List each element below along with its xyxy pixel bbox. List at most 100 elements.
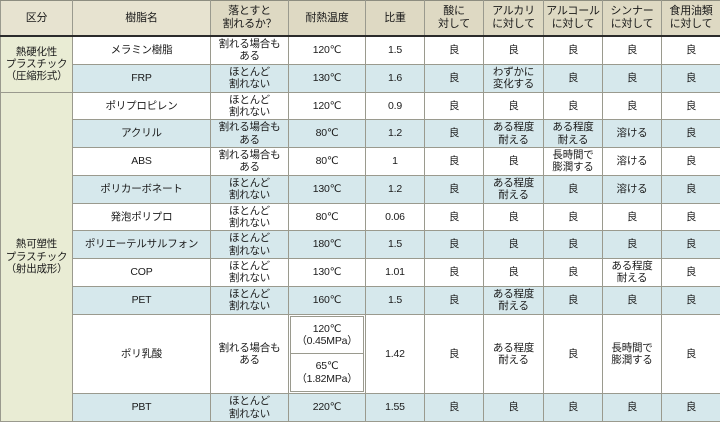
- header-heat-label: 耐熱温度: [305, 11, 349, 24]
- thinner-text: 良: [626, 44, 638, 57]
- table-row: 熱可塑性 プラスチック （射出成形） ポリプロピレン ほとんど 割れない 120℃…: [0, 91, 720, 422]
- acid-text: 良: [448, 347, 460, 360]
- alkali-text: 良: [508, 155, 519, 168]
- cell-thinner: 良: [602, 202, 662, 232]
- cell-alcohol: 良: [543, 285, 603, 315]
- cell-thinner: ある程度 耐える: [602, 258, 662, 287]
- drop-line1: ほとんど: [229, 93, 270, 106]
- oil-text: 良: [685, 44, 697, 57]
- heat-text: 130℃: [312, 266, 342, 279]
- drop-line2: 割れない: [228, 105, 271, 118]
- header-alkali-line1: アルカリ: [492, 5, 535, 18]
- cell-thinner: 溶ける: [602, 174, 662, 204]
- cell-thinner: 溶ける: [602, 119, 662, 148]
- table-row: COP ほとんど 割れない 130℃ 1.01 良 良 良 ある程度 耐える 良: [1, 258, 720, 287]
- cell-alcohol: 良: [543, 202, 603, 232]
- thinner-text: 良: [626, 401, 638, 414]
- alkali-text: 良: [508, 99, 519, 112]
- cell-acid: 良: [424, 35, 484, 65]
- cell-oil: 良: [661, 174, 720, 204]
- header-row: 区分 樹脂名 落とすと 割れるか？ 耐熱温度 比重 酸に 対して アルカリ に対…: [0, 0, 720, 37]
- thinner-line1: ある程度: [611, 260, 653, 272]
- cell-alkali: 良: [483, 202, 544, 232]
- cell-heat: 120℃: [288, 35, 366, 65]
- header-category-label: 区分: [25, 11, 48, 24]
- alkali-line1: わずかに: [492, 65, 535, 78]
- oil-text: 良: [685, 347, 697, 360]
- alkali-line1: ある程度: [492, 176, 535, 189]
- table-row: ポリエーテルサルフォン ほとんど 割れない 180℃ 1.5 良 良 良 良 良: [1, 230, 720, 259]
- cell-acid: 良: [424, 174, 484, 204]
- resin-name-text: ポリエーテルサルフォン: [84, 238, 199, 251]
- alkali-text: 良: [508, 266, 519, 279]
- gravity-text: 1.2: [388, 182, 402, 195]
- header-thinner-line2: に対して: [610, 18, 654, 30]
- cell-heat: 80℃: [288, 202, 366, 232]
- alcohol-text: 良: [567, 44, 579, 57]
- oil-text: 良: [685, 71, 697, 84]
- cell-alkali: 良: [483, 258, 544, 287]
- alkali-line1: ある程度: [492, 287, 535, 300]
- cell-acid: 良: [424, 119, 484, 148]
- acid-text: 良: [448, 238, 460, 251]
- cell-oil: 良: [661, 91, 720, 121]
- alcohol-text: 良: [567, 266, 579, 279]
- cell-drop-breakage: 割れる場合も ある: [210, 313, 289, 395]
- heat-split-table: 120℃ （0.45MPa） 65℃ （1.82MPa）: [290, 315, 364, 393]
- category-line3: （圧縮形式）: [5, 70, 68, 83]
- resin-name-text: アクリル: [121, 127, 162, 140]
- alcohol-text: 良: [567, 347, 579, 360]
- table-body: 熱硬化性 プラスチック （圧縮形式） メラミン樹脂 割れる場合も ある 120℃ …: [0, 35, 720, 422]
- drop-line1: ほとんど: [229, 232, 270, 245]
- category-line1: 熱硬化性: [15, 45, 58, 58]
- heat-text: 220℃: [312, 401, 342, 414]
- oil-text: 良: [685, 238, 697, 251]
- cell-gravity: 1.5: [365, 230, 425, 259]
- cell-resin-name: ポリエーテルサルフォン: [72, 230, 211, 259]
- gravity-text: 1.2: [388, 127, 402, 140]
- alkali-text: 良: [508, 44, 519, 57]
- drop-line1: ほとんど: [229, 395, 270, 408]
- heat-text: 120℃: [312, 99, 342, 112]
- cell-alkali: 良: [483, 230, 544, 259]
- cell-alkali: わずかに 変化する: [483, 63, 544, 93]
- header-thinner-line1: シンナー: [610, 5, 654, 18]
- drop-line2: 割れない: [228, 78, 271, 91]
- alkali-line1: ある程度: [492, 341, 535, 354]
- cell-resin-name: ABS: [72, 147, 211, 176]
- gravity-text: 1.42: [385, 347, 405, 360]
- category-line1: 熱可塑性: [15, 238, 58, 251]
- cell-heat: 120℃: [288, 91, 366, 121]
- cell-gravity: 1: [365, 147, 425, 176]
- cell-thinner: 良: [602, 393, 662, 422]
- gravity-text: 1.01: [385, 266, 405, 279]
- table-row: PET ほとんど 割れない 160℃ 1.5 良 ある程度 耐える 良 良 良: [1, 285, 720, 315]
- cell-alcohol: 長時間で 膨潤する: [543, 147, 603, 176]
- cell-thinner: 良: [602, 285, 662, 315]
- header-heat-resistance: 耐熱温度: [288, 0, 366, 37]
- heat-text: 130℃: [312, 182, 342, 195]
- thinner-line2: 膨潤する: [611, 353, 653, 366]
- thinner-line2: 耐える: [616, 272, 648, 285]
- oil-text: 良: [685, 182, 697, 195]
- cell-resin-name: ポリプロピレン: [72, 91, 211, 121]
- header-resin-name-label: 樹脂名: [125, 11, 158, 24]
- cell-heat: 220℃: [288, 393, 366, 422]
- cell-drop-breakage: ほとんど 割れない: [210, 202, 289, 232]
- resin-name-text: ABS: [131, 155, 152, 168]
- cell-oil: 良: [661, 202, 720, 232]
- gravity-text: 0.9: [388, 99, 402, 112]
- alkali-line1: ある程度: [492, 121, 535, 134]
- thinner-line1: 長時間で: [611, 341, 653, 354]
- drop-line1: ほとんど: [229, 176, 270, 189]
- drop-line1: 割れる場合も: [218, 38, 281, 50]
- cell-resin-name: COP: [72, 258, 211, 287]
- cell-heat: 80℃: [288, 119, 366, 148]
- oil-text: 良: [685, 266, 697, 279]
- cell-drop-breakage: ほとんど 割れない: [210, 285, 289, 315]
- cell-acid: 良: [424, 91, 484, 121]
- cell-alcohol: 良: [543, 258, 603, 287]
- cell-oil: 良: [661, 147, 720, 176]
- drop-line1: ほとんど: [229, 260, 270, 272]
- drop-line1: ほとんど: [229, 287, 270, 300]
